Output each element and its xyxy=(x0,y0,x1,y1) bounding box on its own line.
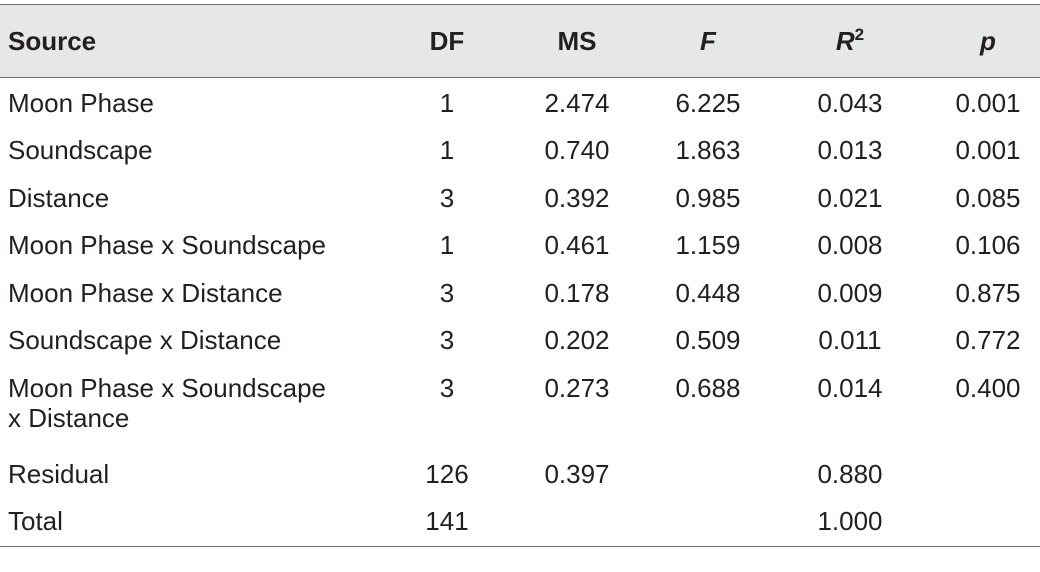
header-df: DF xyxy=(429,25,465,56)
cell-p: 0.772 xyxy=(955,325,1021,355)
cell-r2: 0.043 xyxy=(817,88,883,118)
cell-f: 0.985 xyxy=(675,182,741,213)
cell-p: 0.001 xyxy=(955,135,1021,165)
cell-r2: 0.021 xyxy=(817,182,883,213)
cell-df: 126 xyxy=(425,458,469,489)
cell-source: Residual xyxy=(8,458,110,489)
table-body: Moon Phase 1 2.474 6.225 0.043 0.001 Sou… xyxy=(0,78,1040,546)
cell-ms: 0.461 xyxy=(544,230,610,260)
table-row: Moon Phase x Soundscape x Distance 3 0.27… xyxy=(0,363,1040,449)
cell-ms: 0.202 xyxy=(544,325,610,355)
cell-df: 1 xyxy=(439,230,455,260)
cell-f xyxy=(652,496,764,546)
cell-source: Total xyxy=(8,506,63,536)
anova-table: Source DF MS F R2 p Moon Phase 1 2.474 6… xyxy=(0,4,1040,547)
cell-df: 3 xyxy=(439,325,455,355)
table-row: Moon Phase 1 2.474 6.225 0.043 0.001 xyxy=(0,78,1040,126)
cell-df: 141 xyxy=(425,506,469,536)
table-row: Distance 3 0.392 0.985 0.021 0.085 xyxy=(0,173,1040,221)
cell-p xyxy=(936,449,1040,497)
cell-source: Moon Phase x Soundscape x Distance xyxy=(0,363,392,449)
cell-r2: 1.000 xyxy=(817,506,883,536)
cell-r2: 0.014 xyxy=(817,372,883,403)
cell-ms: 0.397 xyxy=(544,458,610,489)
cell-source: Moon Phase x Soundscape xyxy=(8,230,326,260)
table-row: Residual 126 0.397 0.880 xyxy=(0,449,1040,497)
cell-ms: 0.273 xyxy=(544,372,610,403)
header-r2: R2 xyxy=(764,5,936,78)
cell-df: 1 xyxy=(439,88,455,118)
cell-df: 3 xyxy=(439,277,455,308)
cell-source: Soundscape xyxy=(8,135,153,165)
header-source: Source xyxy=(8,25,97,56)
header-r2-base: R xyxy=(835,25,855,56)
cell-r2: 0.880 xyxy=(817,458,883,489)
cell-p: 0.875 xyxy=(955,277,1021,308)
cell-r2: 0.008 xyxy=(817,230,883,260)
cell-r2: 0.009 xyxy=(817,277,883,308)
cell-f: 0.688 xyxy=(675,372,741,403)
cell-f xyxy=(652,449,764,497)
cell-ms: 0.740 xyxy=(544,135,610,165)
cell-r2: 0.013 xyxy=(817,135,883,165)
cell-f: 0.509 xyxy=(675,325,741,355)
cell-f: 6.225 xyxy=(675,88,741,118)
table-header: Source DF MS F R2 p xyxy=(0,4,1040,78)
table-row: Moon Phase x Soundscape 1 0.461 1.159 0.… xyxy=(0,220,1040,268)
header-p: p xyxy=(980,25,996,56)
cell-p: 0.400 xyxy=(955,372,1021,403)
cell-source: Moon Phase x Distance xyxy=(8,277,283,308)
cell-f: 0.448 xyxy=(675,277,741,308)
table-row: Moon Phase x Distance 3 0.178 0.448 0.00… xyxy=(0,268,1040,316)
cell-ms: 0.178 xyxy=(544,277,610,308)
header-row: Source DF MS F R2 p xyxy=(0,4,1040,78)
cell-p xyxy=(936,496,1040,546)
cell-source: Moon Phase xyxy=(8,88,154,118)
table-row: Soundscape 1 0.740 1.863 0.013 0.001 xyxy=(0,125,1040,173)
cell-f: 1.159 xyxy=(675,230,741,260)
cell-source: Distance xyxy=(8,182,110,213)
cell-ms: 2.474 xyxy=(544,88,610,118)
cell-source-line-2: x Distance xyxy=(8,402,130,433)
cell-source: Soundscape x Distance xyxy=(8,325,282,355)
cell-f: 1.863 xyxy=(675,135,741,165)
cell-df: 1 xyxy=(439,135,455,165)
header-r2-superscript: 2 xyxy=(854,24,865,44)
table-row: Total 141 1.000 xyxy=(0,496,1040,546)
cell-df: 3 xyxy=(439,182,455,213)
cell-p: 0.001 xyxy=(955,88,1021,118)
cell-source-line-1: Moon Phase x Soundscape xyxy=(8,372,326,403)
cell-df: 3 xyxy=(439,372,455,403)
cell-ms: 0.392 xyxy=(544,182,610,213)
table-row: Soundscape x Distance 3 0.202 0.509 0.01… xyxy=(0,315,1040,363)
cell-r2: 0.011 xyxy=(818,325,882,355)
cell-p: 0.106 xyxy=(955,230,1021,260)
cell-p: 0.085 xyxy=(955,182,1021,213)
cell-ms xyxy=(502,496,652,546)
header-ms: MS xyxy=(557,25,597,56)
header-f: F xyxy=(700,25,716,56)
